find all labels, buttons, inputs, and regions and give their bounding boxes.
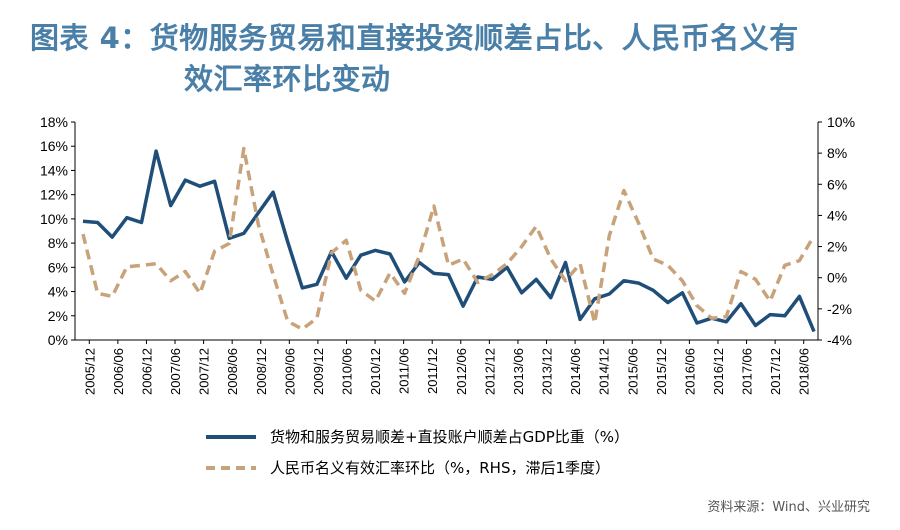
x-tick-label: 2009/12: [311, 348, 326, 395]
x-tick-label: 2015/06: [625, 348, 640, 395]
series-line-2: [81, 146, 816, 331]
x-tick-label: 2010/06: [339, 348, 354, 395]
x-tick-label: 2012/06: [454, 348, 469, 395]
right-tick-label: 8%: [827, 145, 847, 161]
series-line-1: [82, 149, 816, 333]
x-tick-label: 2015/12: [654, 348, 669, 395]
x-tick-label: 2009/06: [282, 348, 297, 395]
x-tick-label: 2017/12: [768, 348, 783, 395]
left-tick-label: 16%: [40, 138, 68, 154]
x-tick-label: 2017/06: [740, 348, 755, 395]
x-tick-label: 2008/12: [254, 348, 269, 395]
left-tick-label: 12%: [40, 187, 68, 203]
x-tick-label: 2007/12: [197, 348, 212, 395]
legend-label-series-1: 货物和服务贸易顺差+直投账户顺差占GDP比重（%）: [270, 428, 629, 446]
chart-title: 图表 4：货物服务贸易和直接投资顺差占比、人民币名义有 效汇率环比变动: [30, 18, 870, 100]
chart-legend: 货物和服务贸易顺差+直投账户顺差占GDP比重（%） 人民币名义有效汇率环比（%，…: [206, 428, 629, 477]
x-tick-label: 2012/12: [482, 348, 497, 395]
right-tick-label: 2%: [827, 239, 847, 255]
right-tick-label: 10%: [827, 114, 855, 130]
x-tick-label: 2016/06: [682, 348, 697, 395]
left-tick-label: 2%: [48, 308, 68, 324]
right-tick-label: -2%: [827, 301, 852, 317]
right-tick-label: 6%: [827, 176, 847, 192]
left-tick-label: 18%: [40, 114, 68, 130]
x-tick-label: 2006/12: [139, 348, 154, 395]
right-tick-label: 0%: [827, 270, 847, 286]
title-line-1: 图表 4：货物服务贸易和直接投资顺差占比、人民币名义有: [30, 21, 799, 55]
x-tick-label: 2010/12: [368, 348, 383, 395]
right-tick-label: -4%: [827, 332, 852, 348]
x-tick-label: 2011/12: [425, 348, 440, 394]
chart-lines: [81, 146, 816, 333]
x-tick-label: 2008/06: [225, 348, 240, 395]
x-tick-label: 2014/06: [568, 348, 583, 395]
x-tick-label: 2014/12: [597, 348, 612, 395]
right-tick-label: 4%: [827, 207, 847, 223]
left-tick-label: 6%: [48, 259, 68, 275]
x-tick-label: 2013/12: [540, 348, 555, 395]
left-tick-label: 0%: [48, 332, 68, 348]
left-tick-label: 8%: [48, 235, 68, 251]
x-tick-label: 2018/06: [797, 348, 812, 395]
x-tick-label: 2011/06: [397, 348, 412, 394]
x-tick-label: 2005/12: [82, 348, 97, 395]
left-tick-label: 10%: [40, 211, 68, 227]
source-note: 资料来源：Wind、兴业研究: [707, 500, 870, 515]
legend-label-series-2: 人民币名义有效汇率环比（%，RHS，滞后1季度）: [270, 459, 610, 477]
left-tick-label: 4%: [48, 284, 68, 300]
x-tick-label: 2016/12: [711, 348, 726, 395]
x-tick-label: 2013/06: [511, 348, 526, 395]
x-tick-label: 2007/06: [168, 348, 183, 395]
title-line-2: 效汇率环比变动: [184, 62, 391, 96]
chart-axes: 0% 2% 4% 6% 8% 10% 12% 14% 16% 18% -4% -2% 0% 2% 4% 6% 8…: [40, 114, 855, 395]
left-tick-label: 14%: [40, 162, 68, 178]
x-tick-label: 2006/06: [111, 348, 126, 395]
